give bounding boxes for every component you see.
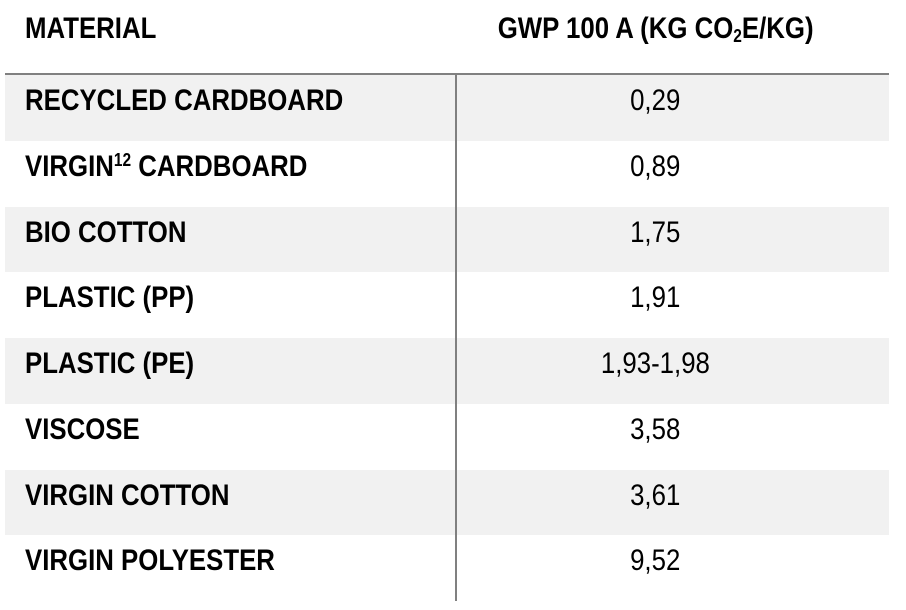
material-name-cell: VIRGIN COTTON [5,470,457,536]
gwp-value-cell: 1,75 [457,207,889,273]
gwp-materials-table: MATERIAL GWP 100 A (KG CO2E/KG) RECYCLED… [5,0,889,601]
gwp-value: 1,93-1,98 [600,347,711,380]
gwp-value-cell: 1,91 [457,272,889,338]
column-header-material: MATERIAL [5,0,457,73]
material-name-label: VISCOSE [25,412,140,446]
material-name-label: BIO COTTON [25,215,187,249]
gwp-value: 3,58 [630,412,681,446]
gwp-value: 9,52 [630,544,681,578]
table-row: VIRGIN COTTON 3,61 [5,469,889,536]
material-name-cell: RECYCLED CARDBOARD [5,75,457,141]
table-row: PLASTIC (PE) 1,93-1,98 [5,338,889,404]
table-row: VIRGIN POLYESTER 9,52 [5,535,889,601]
gwp-value: 1,75 [630,215,681,249]
column-divider [455,75,457,601]
material-name-cell: PLASTIC (PP) [5,272,457,338]
footnote-superscript: 12 [113,149,132,170]
column-header-gwp-label: GWP 100 A (KG CO2E/KG) [498,12,814,45]
gwp-value-cell: 9,52 [457,535,889,601]
gwp-value-cell: 3,58 [457,404,889,470]
table-header-row: MATERIAL GWP 100 A (KG CO2E/KG) [5,0,889,75]
material-name-label: PLASTIC (PP) [25,281,195,315]
gwp-value-cell: 0,29 [457,75,889,141]
material-name-cell: BIO COTTON [5,207,457,273]
gwp-label-post: E/KG) [741,12,814,45]
material-name-cell: VIRGIN POLYESTER [5,535,457,601]
gwp-value: 3,61 [630,478,681,512]
material-name-cell: VIRGIN12 CARDBOARD [5,141,457,207]
material-name-label: VIRGIN COTTON [25,478,230,512]
column-header-material-label: MATERIAL [25,12,157,45]
gwp-value: 1,91 [630,281,681,315]
table-row: RECYCLED CARDBOARD 0,29 [5,75,889,141]
material-name-label: VIRGIN POLYESTER [25,544,275,578]
material-name-label: RECYCLED CARDBOARD [25,84,344,117]
column-header-gwp: GWP 100 A (KG CO2E/KG) [457,0,889,73]
material-name-cell: VISCOSE [5,404,457,470]
table-body: RECYCLED CARDBOARD 0,29 VIRGIN12 CARDBOARD… [5,75,889,601]
material-name-label: PLASTIC (PE) [25,347,195,380]
material-name-cell: PLASTIC (PE) [5,338,457,404]
gwp-label-pre: GWP 100 A (KG CO [497,12,734,45]
gwp-value-cell: 0,89 [457,141,889,207]
gwp-value-cell: 1,93-1,98 [457,338,889,404]
gwp-value: 0,89 [630,149,681,183]
table-row: VIRGIN12 CARDBOARD 0,89 [5,141,889,207]
table-row: BIO COTTON 1,75 [5,206,889,273]
table-row: VISCOSE 3,58 [5,404,889,470]
gwp-value-cell: 3,61 [457,470,889,536]
gwp-value: 0,29 [630,84,681,117]
table-row: PLASTIC (PP) 1,91 [5,272,889,338]
material-name-label: VIRGIN12 CARDBOARD [25,149,308,183]
co2-subscript: 2 [733,26,742,46]
